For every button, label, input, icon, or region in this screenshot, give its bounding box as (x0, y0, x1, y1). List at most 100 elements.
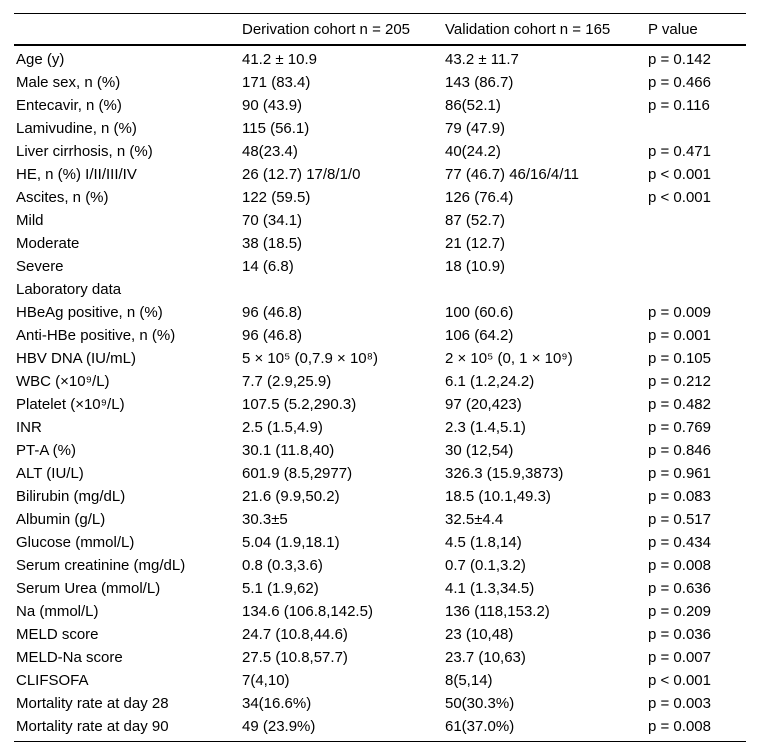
validation-cell: 18 (10.9) (445, 258, 506, 275)
derivation-cell: 70 (34.1) (242, 212, 303, 229)
row-label: CLIFSOFA (16, 672, 89, 689)
p-value-cell: p = 0.001 (648, 327, 711, 344)
row-label: Mortality rate at day 28 (16, 695, 169, 712)
table-row: Platelet (×10⁹/L) 107.5 (5.2,290.3) 97 (20… (14, 393, 746, 416)
p-value-cell: p = 0.105 (648, 350, 711, 367)
column-header-p-value: P value (648, 20, 698, 38)
validation-cell: 86(52.1) (445, 97, 501, 114)
p-value-cell: p = 0.517 (648, 511, 711, 528)
table-row: Age (y) 41.2 ± 10.9 43.2 ± 11.7 p = 0.142 (14, 48, 746, 71)
validation-cell: 18.5 (10.1,49.3) (445, 488, 551, 505)
derivation-cell: 14 (6.8) (242, 258, 294, 275)
table-row: HBV DNA (IU/mL) 5 × 10⁵ (0,7.9 × 10⁸) 2 × … (14, 347, 746, 370)
row-label: Age (y) (16, 51, 65, 68)
derivation-cell: 41.2 ± 10.9 (242, 51, 317, 68)
table-row: PT-A (%) 30.1 (11.8,40) 30 (12,54) p = 0.84… (14, 439, 746, 462)
row-label: HE, n (%) I/II/III/IV (16, 166, 137, 183)
row-label: Laboratory data (16, 281, 122, 298)
row-label: Male sex, n (%) (16, 74, 121, 91)
p-value-cell: p = 0.008 (648, 718, 711, 735)
validation-cell: 100 (60.6) (445, 304, 514, 321)
derivation-cell: 601.9 (8.5,2977) (242, 465, 353, 482)
derivation-cell: 27.5 (10.8,57.7) (242, 649, 348, 666)
table-row: Mortality rate at day 28 34(16.6%) 50(30.3… (14, 692, 746, 715)
derivation-cell: 48(23.4) (242, 143, 298, 160)
row-label: Serum Urea (mmol/L) (16, 580, 161, 597)
row-label: INR (16, 419, 42, 436)
row-label: Entecavir, n (%) (16, 97, 122, 114)
derivation-cell: 30.1 (11.8,40) (242, 442, 335, 459)
validation-cell: 43.2 ± 11.7 (445, 51, 519, 68)
derivation-cell: 34(16.6%) (242, 695, 312, 712)
validation-cell: 40(24.2) (445, 143, 501, 160)
derivation-cell: 7.7 (2.9,25.9) (242, 373, 332, 390)
column-header-validation: Validation cohort n = 165 (445, 20, 611, 38)
derivation-cell: 115 (56.1) (242, 120, 310, 137)
table-row: Male sex, n (%) 171 (83.4) 143 (86.7) p = 0… (14, 71, 746, 94)
validation-cell: 23.7 (10,63) (445, 649, 526, 666)
table-body: Age (y) 41.2 ± 10.9 43.2 ± 11.7 p = 0.142 Ma… (14, 46, 746, 741)
row-label: ALT (IU/L) (16, 465, 84, 482)
derivation-cell: 96 (46.8) (242, 304, 303, 321)
row-label: Ascites, n (%) (16, 189, 109, 206)
row-label: PT-A (%) (16, 442, 77, 459)
derivation-cell: 30.3±5 (242, 511, 288, 528)
p-value-cell: p = 0.471 (648, 143, 711, 160)
row-label: MELD-Na score (16, 649, 123, 666)
cohort-comparison-table: Derivation cohort n = 205 Validation coh… (14, 13, 746, 742)
table-row: Entecavir, n (%) 90 (43.9) 86(52.1) p = 0.1… (14, 94, 746, 117)
derivation-cell: 49 (23.9%) (242, 718, 316, 735)
column-header-derivation: Derivation cohort n = 205 (242, 20, 411, 38)
p-value-cell: p = 0.008 (648, 557, 711, 574)
row-label: Anti-HBe positive, n (%) (16, 327, 176, 344)
derivation-cell: 26 (12.7) 17/8/1/0 (242, 166, 361, 183)
table-row: MELD-Na score 27.5 (10.8,57.7) 23.7 (10,63… (14, 646, 746, 669)
row-label: Serum creatinine (mg/dL) (16, 557, 186, 574)
table-row: Laboratory data (14, 278, 746, 301)
table-row: Albumin (g/L) 30.3±5 32.5±4.4 p = 0.517 (14, 508, 746, 531)
validation-cell: 79 (47.9) (445, 120, 506, 137)
row-label: Lamivudine, n (%) (16, 120, 137, 137)
table-row: Bilirubin (mg/dL) 21.6 (9.9,50.2) 18.5 (10… (14, 485, 746, 508)
validation-cell: 30 (12,54) (445, 442, 514, 459)
derivation-cell: 5 × 10⁵ (0,7.9 × 10⁸) (242, 350, 378, 367)
validation-cell: 2 × 10⁵ (0, 1 × 10⁹) (445, 350, 573, 367)
table-row: Serum Urea (mmol/L) 5.1 (1.9,62) 4.1 (1.3,… (14, 577, 746, 600)
p-value-cell: p = 0.116 (648, 97, 710, 114)
p-value-cell: p = 0.209 (648, 603, 711, 620)
derivation-cell: 7(4,10) (242, 672, 290, 689)
table-row: Lamivudine, n (%) 115 (56.1) 79 (47.9) (14, 117, 746, 140)
table-row: Na (mmol/L) 134.6 (106.8,142.5) 136 (118,1… (14, 600, 746, 623)
validation-cell: 87 (52.7) (445, 212, 506, 229)
derivation-cell: 0.8 (0.3,3.6) (242, 557, 323, 574)
derivation-cell: 171 (83.4) (242, 74, 311, 91)
table-row: CLIFSOFA 7(4,10) 8(5,14) p < 0.001 (14, 669, 746, 692)
table-row: Glucose (mmol/L) 5.04 (1.9,18.1) 4.5 (1.8,… (14, 531, 746, 554)
table-row: Mild 70 (34.1) 87 (52.7) (14, 209, 746, 232)
derivation-cell: 38 (18.5) (242, 235, 303, 252)
row-label: Platelet (×10⁹/L) (16, 396, 125, 413)
table-row: MELD score 24.7 (10.8,44.6) 23 (10,48) p = … (14, 623, 746, 646)
p-value-cell: p = 0.142 (648, 51, 711, 68)
table-row: Mortality rate at day 90 49 (23.9%) 61(37.… (14, 715, 746, 738)
table-row: Moderate 38 (18.5) 21 (12.7) (14, 232, 746, 255)
table-row: Anti-HBe positive, n (%) 96 (46.8) 106 (64… (14, 324, 746, 347)
validation-cell: 21 (12.7) (445, 235, 506, 252)
row-label: Moderate (16, 235, 80, 252)
derivation-cell: 5.1 (1.9,62) (242, 580, 319, 597)
derivation-cell: 5.04 (1.9,18.1) (242, 534, 340, 551)
row-label: Glucose (mmol/L) (16, 534, 135, 551)
validation-cell: 6.1 (1.2,24.2) (445, 373, 535, 390)
p-value-cell: p = 0.036 (648, 626, 711, 643)
row-label: Na (mmol/L) (16, 603, 99, 620)
p-value-cell: p = 0.083 (648, 488, 711, 505)
validation-cell: 8(5,14) (445, 672, 493, 689)
derivation-cell: 2.5 (1.5,4.9) (242, 419, 323, 436)
p-value-cell: p < 0.001 (648, 189, 711, 206)
row-label: WBC (×10⁹/L) (16, 373, 110, 390)
row-label: Severe (16, 258, 64, 275)
validation-cell: 61(37.0%) (445, 718, 515, 735)
table-row: Ascites, n (%) 122 (59.5) 126 (76.4) p < 0.… (14, 186, 746, 209)
validation-cell: 4.5 (1.8,14) (445, 534, 522, 551)
row-label: Bilirubin (mg/dL) (16, 488, 126, 505)
